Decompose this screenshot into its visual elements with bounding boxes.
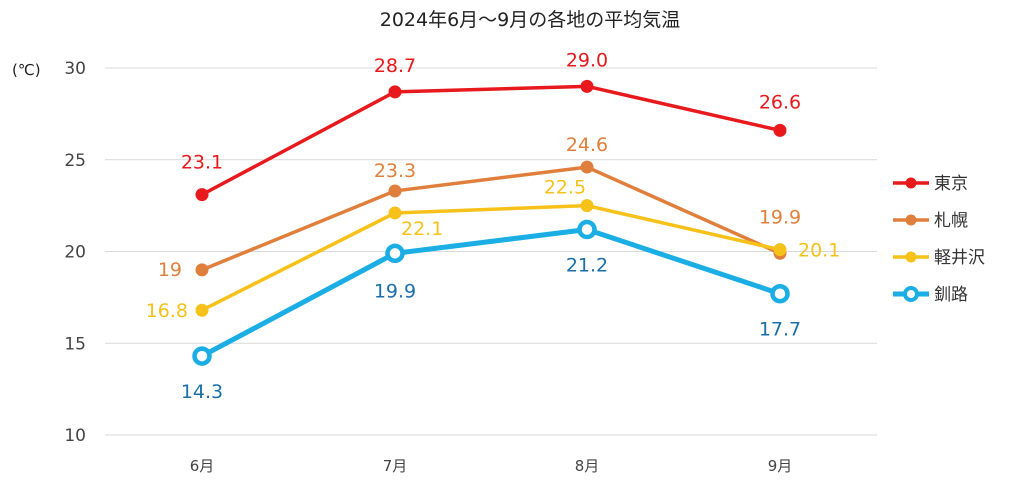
data-label: 29.0 [566, 49, 608, 71]
data-label: 28.7 [374, 55, 416, 77]
y-tick-label: 30 [64, 59, 86, 79]
data-label: 24.6 [566, 134, 608, 156]
data-point [388, 184, 402, 198]
legend-marker [905, 251, 917, 263]
gridlines [105, 67, 877, 436]
data-point [773, 243, 787, 257]
x-tick-label: 7月 [383, 457, 408, 475]
x-tick-label: 8月 [575, 457, 600, 475]
data-point [773, 123, 787, 137]
data-point [388, 85, 402, 99]
data-point [770, 283, 790, 304]
y-tick-label: 20 [64, 243, 86, 263]
series-lines [192, 79, 790, 366]
data-label: 19 [158, 259, 182, 281]
data-label: 17.7 [759, 319, 801, 341]
y-tick-label: 15 [64, 334, 86, 354]
legend-label: 東京 [934, 174, 968, 194]
data-point [580, 199, 594, 213]
y-axis-unit-label: (℃) [12, 61, 41, 79]
data-point [388, 206, 402, 220]
data-point [580, 160, 594, 174]
data-label: 16.8 [146, 300, 188, 322]
series-line-3 [200, 226, 781, 359]
data-label: 19.9 [374, 280, 416, 302]
x-axis-ticks: 6月 7月 8月 9月 [190, 457, 793, 475]
legend-marker [903, 286, 919, 302]
legend-label: 釧路 [934, 285, 968, 305]
data-point [192, 346, 212, 366]
data-label: 14.3 [181, 381, 223, 403]
data-point [577, 219, 597, 240]
legend-label: 札幌 [934, 211, 968, 231]
data-point [195, 188, 209, 202]
x-tick-label: 6月 [190, 457, 215, 475]
series-line-1 [201, 165, 781, 272]
data-label: 19.9 [759, 206, 801, 228]
data-label: 21.2 [566, 254, 608, 276]
legend-marker [905, 214, 917, 226]
data-label: 23.1 [181, 152, 223, 174]
data-label: 20.1 [798, 240, 840, 262]
data-point [385, 243, 405, 264]
y-axis-ticks: 10 15 20 25 30 [64, 59, 86, 446]
data-point [580, 79, 594, 93]
data-labels: 23.1 28.7 29.0 26.6 19 23.3 24.6 19.9 16.8 22.1 22… [146, 49, 841, 403]
legend-label: 軽井沢 [934, 248, 985, 268]
series-line-0 [201, 84, 781, 197]
data-point [195, 263, 209, 277]
y-tick-label: 25 [64, 151, 86, 171]
chart-title: 2024年6月〜9月の各地の平均気温 [380, 9, 681, 31]
data-label: 22.1 [401, 218, 443, 240]
legend-marker [905, 177, 917, 189]
data-label: 22.5 [544, 177, 586, 199]
data-label: 26.6 [759, 91, 801, 113]
y-tick-label: 10 [64, 426, 86, 446]
data-label: 23.3 [374, 160, 416, 182]
series-line-2 [201, 203, 781, 312]
data-point [195, 303, 209, 317]
x-tick-label: 9月 [768, 457, 793, 475]
